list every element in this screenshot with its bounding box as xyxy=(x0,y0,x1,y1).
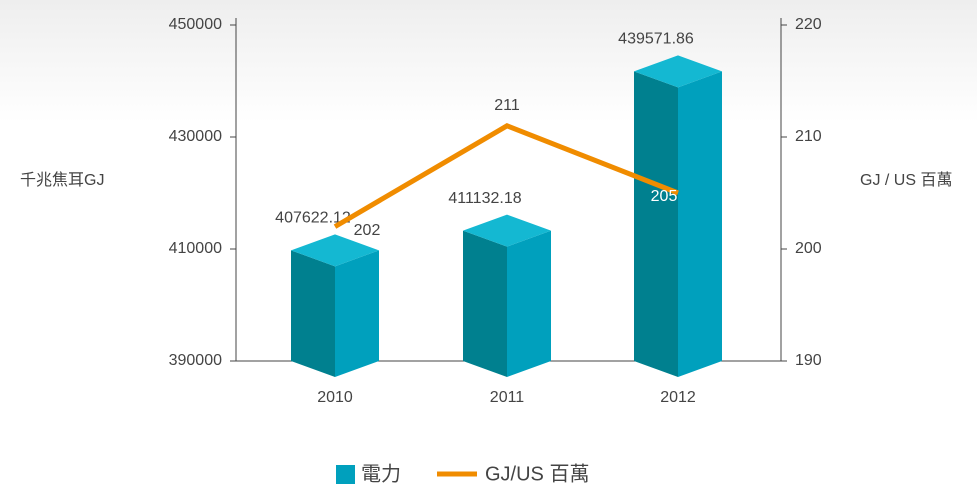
y-tick-label: 450000 xyxy=(169,16,222,33)
y2-tick-label: 200 xyxy=(795,240,822,257)
line-value-label: 211 xyxy=(494,97,520,114)
bar-right-face xyxy=(678,71,722,377)
bar-value-label: 439571.86 xyxy=(618,31,694,48)
bar-value-label: 411132.18 xyxy=(448,190,521,207)
bar-right-face xyxy=(335,250,379,377)
x-tick-label: 2012 xyxy=(660,389,696,406)
line-value-label: 202 xyxy=(354,222,381,239)
bar xyxy=(634,55,722,377)
bar-left-face xyxy=(291,250,335,377)
legend-label: GJ/US 百萬 xyxy=(485,462,589,485)
y2-axis-label: GJ / US 百萬 xyxy=(860,171,952,189)
bar-value-label: 407622.12 xyxy=(275,210,351,227)
bar-top-face xyxy=(291,234,379,267)
bar-top-face xyxy=(463,214,551,247)
y2-tick-label: 190 xyxy=(795,352,822,369)
line xyxy=(333,123,679,229)
y2-tick-label: 220 xyxy=(795,16,822,33)
y-tick-label: 390000 xyxy=(169,352,222,369)
bar-top-face xyxy=(634,55,722,88)
x-tick-label: 2011 xyxy=(490,389,525,406)
legend-label: 電力 xyxy=(361,462,401,485)
y2-tick-label: 210 xyxy=(795,128,822,145)
bar-right-face xyxy=(507,230,551,377)
x-tick-label: 2010 xyxy=(317,389,353,406)
bar-left-face xyxy=(634,71,678,377)
line-value-label: 205 xyxy=(651,188,678,205)
bar xyxy=(463,214,551,377)
bar-left-face xyxy=(463,230,507,377)
y-tick-label: 430000 xyxy=(169,128,222,145)
bar xyxy=(291,234,379,377)
legend-swatch xyxy=(336,465,355,484)
y-axis-label: 千兆焦耳GJ xyxy=(20,171,104,189)
y-tick-label: 410000 xyxy=(169,240,222,257)
